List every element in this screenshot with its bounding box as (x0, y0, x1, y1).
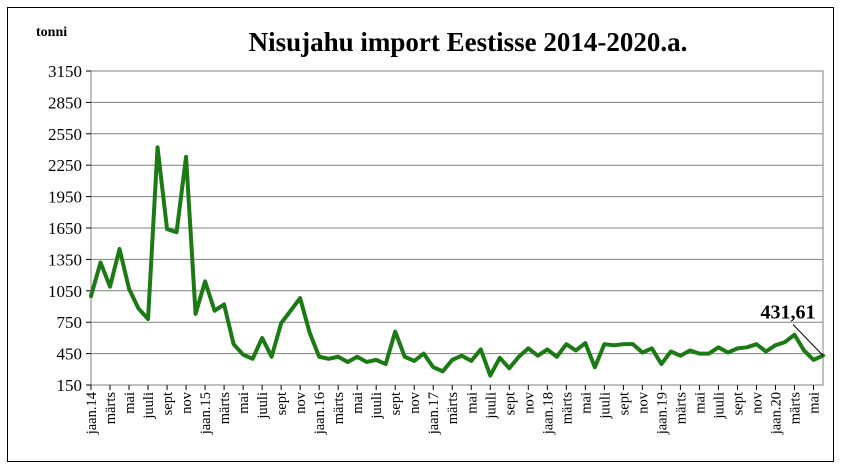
x-tick-label: juuli (483, 392, 499, 420)
x-tick-label: nov (749, 391, 765, 414)
annotation-leader-line (792, 324, 824, 356)
x-tick-label: märts (673, 392, 689, 425)
x-tick-label: märts (559, 392, 575, 425)
x-tick-label: jaan.17 (426, 392, 442, 435)
y-tick-label: 1950 (48, 188, 82, 207)
chart-frame: tonni Nisujahu import Eestisse 2014-2020… (7, 7, 834, 462)
x-tick-label: jaan.16 (312, 392, 328, 435)
x-tick-label: juuli (597, 392, 613, 420)
line-chart: tonni Nisujahu import Eestisse 2014-2020… (36, 25, 825, 435)
x-tick-label: sept (274, 392, 290, 415)
x-tick-label: sept (388, 392, 404, 415)
x-tick-label: jaan.15 (198, 392, 214, 435)
y-tick-label: 1050 (48, 282, 82, 301)
x-tick-label: jaan.18 (540, 392, 556, 435)
y-tick-label: 450 (57, 345, 83, 364)
last-value-label: 431,61 (761, 302, 816, 324)
y-tick-label: 1350 (48, 250, 82, 269)
x-tick-label: jaan.19 (654, 392, 670, 435)
x-tick-label: jaan.20 (768, 392, 784, 435)
x-tick-label: sept (160, 392, 176, 415)
y-tick-label: 2550 (48, 125, 82, 144)
x-tick-label: sept (502, 392, 518, 415)
x-tick-label: mai (692, 392, 708, 414)
x-tick-label: nov (635, 391, 651, 414)
y-tick-label: 2850 (48, 93, 82, 112)
x-tick-label: mai (236, 392, 252, 414)
x-tick-label: sept (616, 392, 632, 415)
y-tick-label: 2250 (48, 156, 82, 175)
x-tick-label: sept (730, 392, 746, 415)
x-tick-label: juuli (255, 392, 271, 420)
y-tick-label: 750 (57, 313, 83, 332)
y-axis-ticks: 150 450 750 1050 1350 1650 1950 2250 2550 2850 315… (48, 62, 91, 395)
x-tick-label: märts (331, 392, 347, 425)
x-tick-label: juuli (369, 392, 385, 420)
x-tick-label: nov (521, 391, 537, 414)
series-line (89, 145, 825, 378)
x-tick-label: mai (350, 392, 366, 414)
x-tick-label: juuli (141, 392, 157, 420)
x-tick-label: mai (122, 392, 138, 414)
x-tick-label: mai (464, 392, 480, 414)
chart-title: Nisujahu import Eestisse 2014-2020.a. (249, 27, 688, 57)
x-tick-label: mai (806, 392, 822, 414)
y-tick-label: 1650 (48, 219, 82, 238)
y-tick-label: 3150 (48, 62, 82, 81)
x-axis-ticks: jaan.14 märts mai juuli sept nov jaan.15 märts m… (84, 385, 822, 435)
x-tick-label: juuli (711, 392, 727, 420)
x-tick-label: märts (445, 392, 461, 425)
y-axis-unit-label: tonni (36, 25, 67, 40)
gridlines (91, 70, 823, 386)
x-tick-label: jaan.14 (84, 391, 100, 435)
x-tick-label: nov (179, 391, 195, 414)
x-tick-label: märts (103, 392, 119, 425)
x-tick-label: nov (407, 391, 423, 414)
x-tick-label: märts (787, 392, 803, 425)
x-tick-label: nov (293, 391, 309, 414)
x-tick-label: mai (578, 392, 594, 414)
y-tick-label: 150 (57, 376, 83, 395)
x-tick-label: märts (217, 392, 233, 425)
